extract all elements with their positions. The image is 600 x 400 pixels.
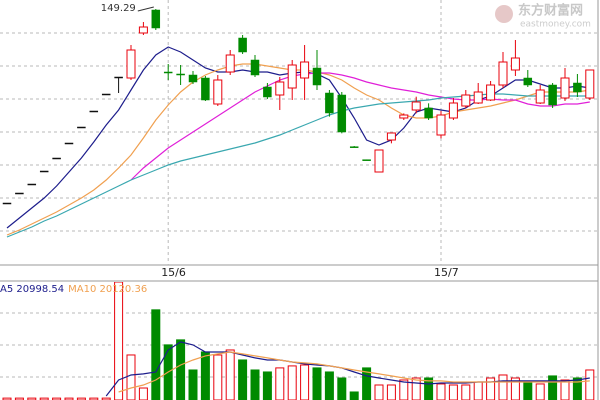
candle-body xyxy=(585,69,595,99)
ma-line xyxy=(105,341,590,397)
volume-bar xyxy=(399,379,409,400)
candle-body xyxy=(337,94,347,133)
candle-body xyxy=(275,81,285,96)
candle-body xyxy=(27,183,37,186)
volume-bar xyxy=(225,349,235,400)
candle-body xyxy=(461,94,471,107)
watermark-name: 东方财富网 xyxy=(518,3,583,19)
candle-body xyxy=(411,101,421,111)
candle-body xyxy=(101,93,111,96)
candle-body xyxy=(436,114,446,136)
volume-bar xyxy=(213,354,223,400)
candle-body xyxy=(486,84,496,101)
candle-body xyxy=(386,132,396,141)
volume-bar xyxy=(287,365,297,400)
volume-bar xyxy=(250,369,260,400)
candle-body xyxy=(77,126,86,129)
candle-body xyxy=(238,37,247,53)
ma-line xyxy=(118,351,590,393)
candle-body xyxy=(126,49,136,79)
candle-body xyxy=(225,54,235,73)
candle-body xyxy=(114,76,123,79)
candle-body xyxy=(374,149,384,173)
candle-body xyxy=(300,61,310,79)
volume-bar xyxy=(535,383,545,400)
volume-bar xyxy=(188,369,198,400)
volume-bar xyxy=(560,379,570,400)
candle-body xyxy=(2,202,12,205)
candle-body xyxy=(52,157,61,160)
annotation-leader xyxy=(137,6,154,12)
volume-bar xyxy=(585,369,595,400)
volume-bar xyxy=(262,371,272,400)
volume-bar xyxy=(473,381,483,400)
legend-label: A5 20998.54 xyxy=(0,284,64,295)
volume-bar xyxy=(374,384,384,400)
ma-line xyxy=(130,72,590,181)
volume-bar xyxy=(523,381,533,400)
volume-bar xyxy=(300,364,310,400)
annotation: 149.29 xyxy=(101,3,136,14)
candle-body xyxy=(201,77,210,101)
volume-bar xyxy=(448,384,458,400)
candle-body xyxy=(535,89,545,104)
volume-bar xyxy=(238,359,248,400)
watermark-url: eastmoney.com xyxy=(520,20,591,30)
volume-bar xyxy=(337,377,347,400)
candle-body xyxy=(188,74,198,83)
watermark: 东方财富网 eastmoney.com xyxy=(495,3,591,30)
candle-body xyxy=(548,84,557,106)
candle-body xyxy=(448,102,458,119)
volume-bar xyxy=(275,367,285,400)
candle-body xyxy=(560,77,570,99)
volume-bar xyxy=(138,387,148,400)
volume-bar xyxy=(498,374,508,400)
volume-bar xyxy=(436,383,446,400)
candle-body xyxy=(510,57,520,71)
candle-body xyxy=(424,107,433,119)
candle-body xyxy=(64,142,74,145)
x-tick-label: 15/7 xyxy=(434,266,459,279)
watermark-logo xyxy=(495,5,513,23)
volume-bar xyxy=(151,309,161,400)
volume-bar xyxy=(349,391,359,400)
volume-bar xyxy=(324,371,334,400)
candle-body xyxy=(287,64,297,89)
candle-body xyxy=(498,61,508,86)
volume-bar xyxy=(312,367,322,400)
volume-bar xyxy=(386,384,396,400)
candle-body xyxy=(349,146,359,148)
volume-bar xyxy=(126,354,136,400)
legend-label: MA10 20120.36 xyxy=(68,284,147,295)
candle-body xyxy=(523,77,533,86)
volume-bar xyxy=(200,351,210,400)
volume-bar xyxy=(114,282,124,400)
volume-bar xyxy=(411,377,421,400)
ma-line xyxy=(6,63,590,236)
candle-body xyxy=(151,9,161,29)
candle-body xyxy=(473,91,483,104)
volume-bar xyxy=(548,375,558,400)
candle-body xyxy=(138,26,148,34)
candle-body xyxy=(263,86,272,98)
candle-body xyxy=(213,79,223,105)
candle-body xyxy=(362,159,371,161)
volume-bar xyxy=(461,384,471,400)
candle-body xyxy=(163,71,173,74)
ma-line xyxy=(6,93,590,238)
candle-body xyxy=(89,110,99,113)
candle-body xyxy=(399,114,409,119)
volume-bar xyxy=(176,339,186,400)
candle-body xyxy=(573,82,582,93)
x-tick-label: 15/6 xyxy=(161,266,186,279)
candle-body xyxy=(312,67,322,86)
candle-body xyxy=(176,73,185,76)
candle-body xyxy=(39,170,49,173)
candle-body xyxy=(325,92,334,114)
candle-body xyxy=(250,59,260,76)
volume-bars xyxy=(2,282,595,400)
candle-body xyxy=(15,192,24,195)
